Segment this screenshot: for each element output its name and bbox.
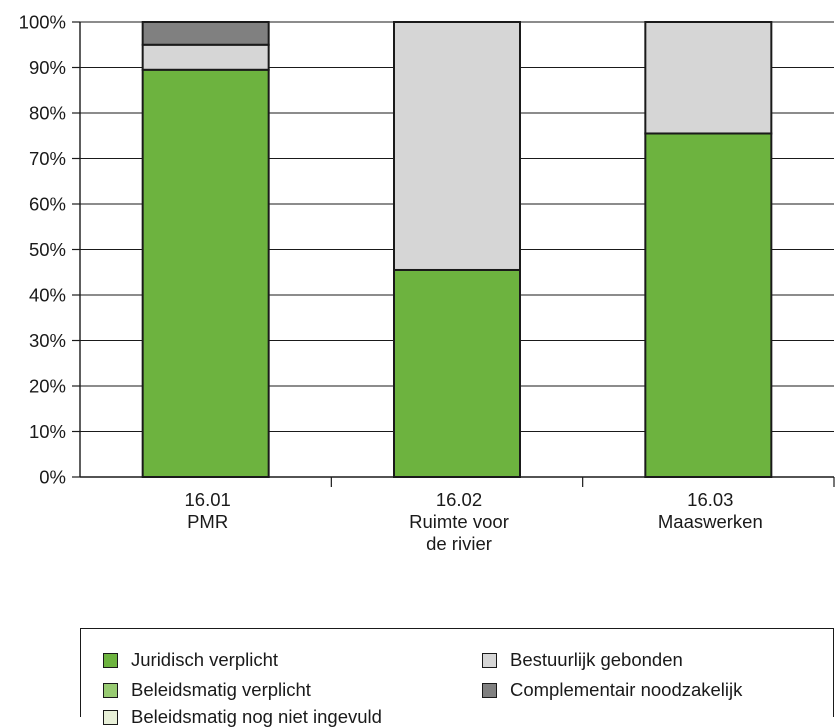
legend-label: Juridisch verplicht	[131, 649, 279, 670]
y-tick-label: 40%	[29, 285, 66, 306]
x-category-label: 16.03 Maaswerken	[658, 489, 763, 532]
y-tick-label: 10%	[29, 421, 66, 442]
y-tick-label: 80%	[29, 103, 66, 124]
legend-item-bestuurlijk-gebonden: Bestuurlijk gebonden	[482, 649, 683, 671]
x-category-label-line: Ruimte voor	[409, 511, 509, 532]
y-tick-label: 0%	[39, 467, 66, 488]
bar-segment	[393, 268, 521, 478]
legend-swatch-icon	[103, 652, 118, 668]
y-tick-label: 70%	[29, 148, 66, 169]
x-category-label-line: PMR	[187, 511, 228, 532]
legend: Juridisch verplicht Bestuurlijk gebonden…	[80, 628, 834, 727]
y-tick-label: 30%	[29, 330, 66, 351]
legend-label: Beleidsmatig nog niet ingevuld	[131, 706, 382, 727]
y-tick-label: 100%	[19, 12, 66, 33]
legend-label: Bestuurlijk gebonden	[510, 649, 683, 670]
x-category-label-line: de rivier	[426, 533, 492, 554]
legend-item-juridisch-verplicht: Juridisch verplicht	[103, 649, 278, 671]
x-category-label: 16.01 PMR	[185, 489, 231, 532]
y-tick-label: 50%	[29, 239, 66, 260]
y-tick-label: 60%	[29, 194, 66, 215]
bar-segment	[141, 68, 270, 479]
bar-segment	[141, 43, 270, 71]
legend-label: Beleidsmatig verplicht	[131, 679, 311, 700]
legend-item-beleidsmatig-nog-niet-ingevuld: Beleidsmatig nog niet ingevuld	[103, 706, 382, 728]
bar-segment	[141, 21, 270, 46]
legend-label: Complementair noodzakelijk	[510, 679, 743, 700]
x-category-label-line: 16.02	[436, 489, 482, 510]
bar-segment	[644, 21, 773, 135]
chart-canvas: 0% 10% 20% 30% 40% 50% 60% 70% 80% 90% 100% 16.01 PM…	[19, 12, 835, 554]
x-category-label-line: 16.03	[687, 489, 733, 510]
x-category-label-line: Maaswerken	[658, 511, 763, 532]
legend-swatch-icon	[103, 682, 118, 698]
y-tick-label: 20%	[29, 376, 66, 397]
legend-swatch-icon	[482, 652, 497, 668]
bar-segment	[644, 132, 773, 478]
legend-item-complementair-noodzakelijk: Complementair noodzakelijk	[482, 679, 742, 701]
x-category-label-line: 16.01	[185, 489, 231, 510]
stacked-bar-chart: 0% 10% 20% 30% 40% 50% 60% 70% 80% 90% 100% 16.01 PM…	[19, 12, 835, 554]
legend-swatch-icon	[482, 682, 497, 698]
legend-item-beleidsmatig-verplicht: Beleidsmatig verplicht	[103, 679, 311, 701]
bar-segment	[393, 21, 521, 271]
y-tick-label: 90%	[29, 57, 66, 78]
legend-swatch-icon	[103, 709, 118, 725]
x-category-label: 16.02 Ruimte voor de rivier	[409, 489, 509, 554]
